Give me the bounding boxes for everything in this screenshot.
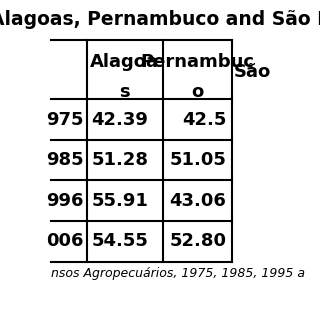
Text: nsos Agropecuários, 1975, 1985, 1995 a: nsos Agropecuários, 1975, 1985, 1995 a <box>52 267 305 280</box>
Text: 985: 985 <box>46 151 84 169</box>
Text: Pernambuc: Pernambuc <box>140 53 254 71</box>
Text: 975: 975 <box>46 110 84 129</box>
Text: 42.5: 42.5 <box>182 110 226 129</box>
Text: 42.39: 42.39 <box>91 110 148 129</box>
Text: 54.55: 54.55 <box>91 232 148 251</box>
Text: s: s <box>119 83 130 101</box>
Text: 43.06: 43.06 <box>169 192 226 210</box>
Text: São: São <box>234 63 271 81</box>
Text: 51.05: 51.05 <box>169 151 226 169</box>
Text: 006: 006 <box>46 232 84 251</box>
Text: o: o <box>191 83 204 101</box>
Text: 52.80: 52.80 <box>169 232 226 251</box>
Text: Alagoa: Alagoa <box>90 53 159 71</box>
Text: 55.91: 55.91 <box>91 192 148 210</box>
Text: Alagoas, Pernambuco and São P: Alagoas, Pernambuco and São P <box>0 10 320 28</box>
Text: 996: 996 <box>46 192 84 210</box>
Text: 51.28: 51.28 <box>91 151 148 169</box>
